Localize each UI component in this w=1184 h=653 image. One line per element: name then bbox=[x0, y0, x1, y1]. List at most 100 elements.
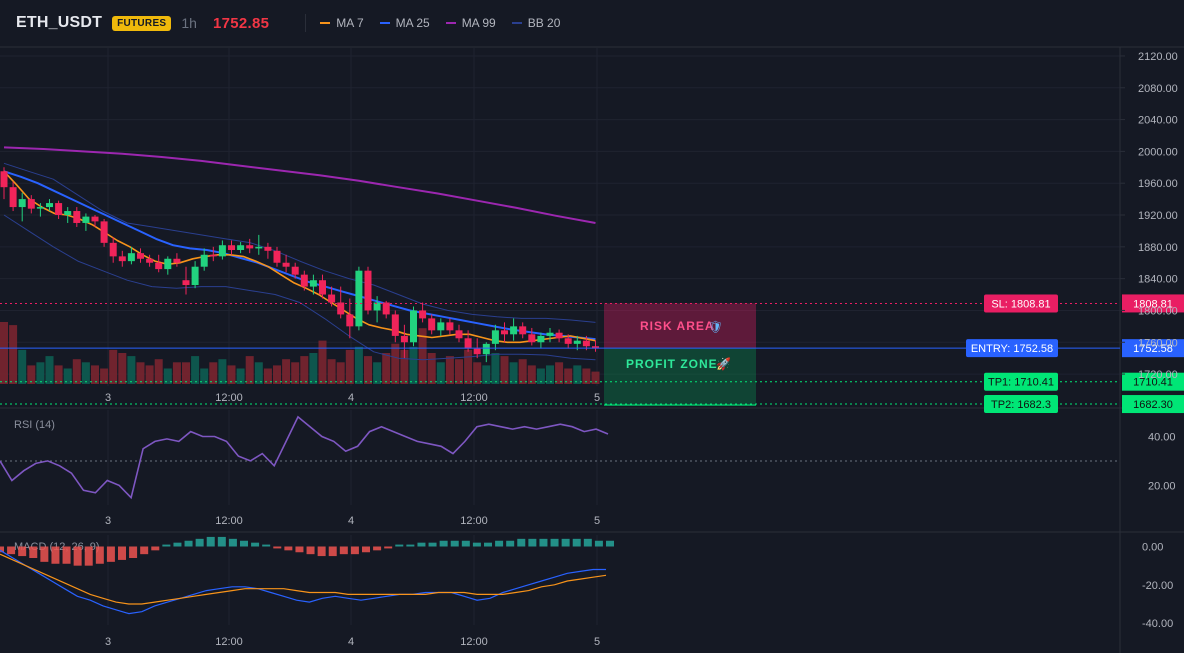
candle-body bbox=[410, 310, 417, 343]
tp1-axis-box bbox=[1122, 372, 1184, 391]
macd-histogram-bar bbox=[528, 538, 537, 547]
volume-bar bbox=[136, 362, 145, 384]
volume-bar bbox=[582, 368, 591, 384]
candle-body bbox=[291, 266, 299, 275]
timeframe-button[interactable]: 1h bbox=[181, 15, 197, 31]
volume-bar bbox=[536, 368, 545, 384]
volume-bar bbox=[263, 368, 272, 384]
macd-histogram-bar bbox=[317, 546, 326, 557]
candle-body bbox=[182, 280, 190, 285]
candle-body bbox=[373, 302, 381, 311]
volume-bar bbox=[591, 371, 600, 384]
macd-histogram-bar bbox=[572, 538, 581, 547]
candle-body bbox=[364, 270, 372, 311]
rsi-pane[interactable]: RSI (14) 40.00 20.00 bbox=[0, 415, 1176, 500]
ma25-swatch-icon bbox=[379, 22, 390, 24]
candle-body bbox=[146, 258, 154, 263]
candle-body bbox=[36, 207, 44, 209]
macd-histogram-bar bbox=[594, 540, 603, 547]
volume-bar bbox=[318, 340, 327, 384]
candle-body bbox=[64, 211, 72, 216]
trade-zones: RISK AREA🛡 PROFIT ZONE🚀 bbox=[604, 303, 756, 406]
tp2-axis-box bbox=[1122, 395, 1184, 414]
macd-histogram-bar bbox=[428, 542, 437, 547]
time-label: 3 bbox=[105, 392, 111, 404]
rsi-time-label: 12:00 bbox=[460, 515, 488, 527]
legend-ma99-label: MA 99 bbox=[461, 16, 496, 30]
candle-body bbox=[419, 310, 427, 319]
candle-body bbox=[528, 334, 536, 343]
macd-histogram-bar bbox=[539, 538, 548, 547]
candle-body bbox=[18, 199, 26, 208]
profit-zone-label: PROFIT ZONE bbox=[626, 357, 718, 371]
candle-body bbox=[537, 335, 545, 343]
stop_loss-axis-box bbox=[1122, 294, 1184, 313]
volume-bar bbox=[509, 362, 518, 384]
candle-body bbox=[73, 211, 81, 223]
macd-histogram-bar bbox=[251, 542, 260, 547]
macd-histogram-bar bbox=[151, 546, 160, 551]
macd-histogram-bar bbox=[73, 546, 82, 566]
legend-bb20[interactable]: BB 20 bbox=[511, 16, 561, 30]
volume-bar bbox=[473, 362, 482, 384]
candle-body bbox=[400, 335, 408, 343]
macd-line bbox=[0, 549, 606, 615]
ma99-line bbox=[3, 146, 596, 224]
macd-time-label: 3 bbox=[105, 636, 111, 648]
volume-bar bbox=[309, 353, 318, 384]
time-axis[interactable]: 3 3 3 12:00 12:00 12:00 4 4 4 12:00 12:00 12:00 5 5 5 bbox=[105, 392, 600, 648]
macd-tick-label: -40.00 bbox=[1142, 618, 1173, 630]
volume-bar bbox=[427, 353, 436, 384]
volume-bar bbox=[573, 365, 582, 384]
volume-bar bbox=[18, 349, 27, 384]
legend-ma99[interactable]: MA 99 bbox=[445, 16, 496, 30]
candle-body bbox=[173, 258, 181, 263]
header-divider bbox=[305, 14, 307, 32]
volume-bar bbox=[455, 359, 463, 384]
price-tick-label: 1840.00 bbox=[1138, 274, 1178, 286]
candle-body bbox=[264, 246, 272, 251]
volume-bar bbox=[81, 362, 90, 384]
volume-bar bbox=[209, 362, 218, 384]
candle-body bbox=[555, 332, 563, 339]
legend-ma25[interactable]: MA 25 bbox=[379, 16, 430, 30]
price-axis[interactable]: 2120.00 2080.00 2040.00 2000.00 1960.00 1920.… bbox=[1120, 51, 1178, 381]
bb-lower-line bbox=[3, 214, 596, 361]
volume-bar bbox=[300, 356, 309, 384]
volume-bar bbox=[254, 362, 263, 384]
volume-bar bbox=[546, 365, 554, 384]
volume-bar bbox=[182, 362, 190, 384]
macd-histogram-bar bbox=[373, 546, 382, 551]
macd-histogram-bar bbox=[362, 546, 370, 553]
volume-bar bbox=[527, 365, 536, 384]
macd-histogram-bar bbox=[350, 546, 359, 555]
legend-ma7[interactable]: MA 7 bbox=[320, 16, 364, 30]
macd-histogram-bar bbox=[228, 538, 237, 547]
tp2-label-box bbox=[984, 395, 1058, 414]
macd-pane[interactable]: MACD (12, 26, 9)0.00-20.00-40.00 bbox=[0, 536, 1173, 630]
volume-bar bbox=[500, 356, 509, 384]
candle-body bbox=[337, 302, 345, 315]
macd-histogram-bar bbox=[450, 540, 459, 547]
candle-body bbox=[118, 256, 126, 262]
volume-bar bbox=[236, 368, 245, 384]
volume-bar bbox=[0, 322, 8, 384]
macd-histogram-bar bbox=[284, 546, 293, 551]
time-label: 4 bbox=[348, 392, 354, 404]
candle-body bbox=[382, 302, 390, 315]
legend-ma7-label: MA 7 bbox=[336, 16, 364, 30]
price-tick-label: 1800.00 bbox=[1138, 305, 1178, 317]
candle-body bbox=[46, 203, 53, 208]
rsi-title: RSI (14) bbox=[14, 419, 55, 431]
macd-histogram-bar bbox=[217, 536, 226, 547]
volume-bar bbox=[27, 365, 36, 384]
legend-bb20-label: BB 20 bbox=[527, 16, 561, 30]
candle-body bbox=[546, 332, 554, 336]
candle-body bbox=[519, 326, 527, 335]
symbol-label[interactable]: ETH_USDT bbox=[16, 14, 103, 31]
volume-bar bbox=[464, 349, 473, 384]
rocket-icon: 🚀 bbox=[716, 357, 731, 371]
macd-histogram-bar bbox=[417, 542, 426, 547]
last-price: 1752.85 bbox=[212, 14, 270, 32]
